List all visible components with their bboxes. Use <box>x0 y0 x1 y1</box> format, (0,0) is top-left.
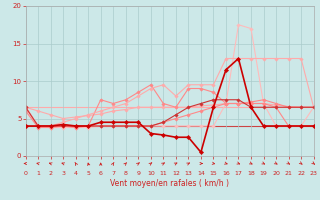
X-axis label: Vent moyen/en rafales ( km/h ): Vent moyen/en rafales ( km/h ) <box>110 179 229 188</box>
